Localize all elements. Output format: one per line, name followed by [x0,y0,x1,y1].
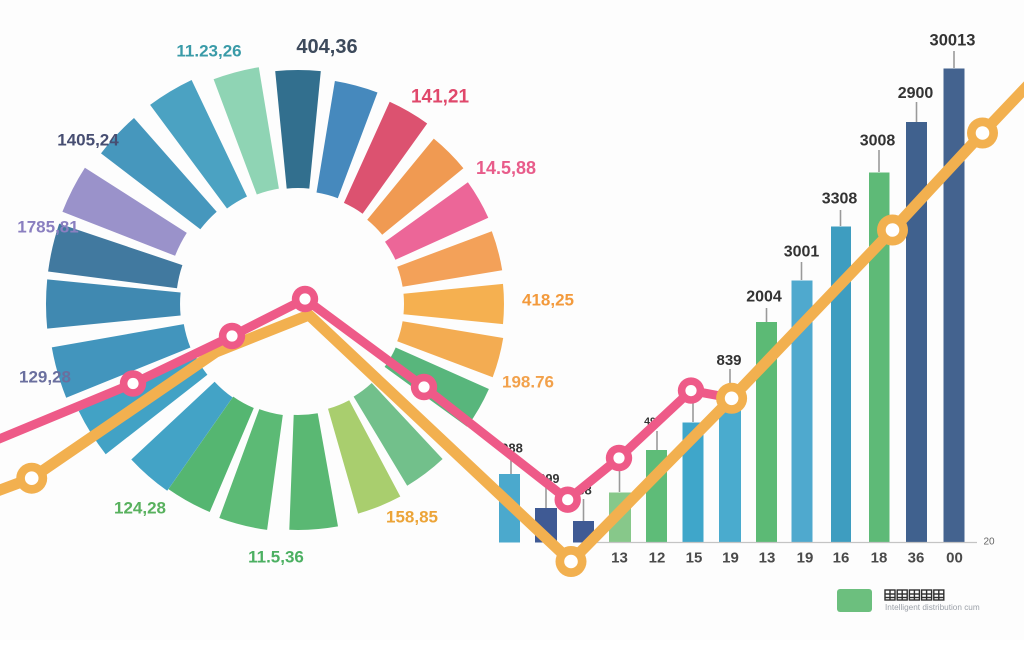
svg-text:158,85: 158,85 [386,508,438,527]
svg-text:1405,24: 1405,24 [57,131,119,150]
svg-text:00: 00 [946,550,963,567]
svg-text:11.23,26: 11.23,26 [176,42,241,61]
svg-text:16: 16 [833,550,850,567]
svg-text:14.5,88: 14.5,88 [476,158,536,178]
svg-text:124,28: 124,28 [114,499,166,518]
svg-text:129,28: 129,28 [19,368,71,387]
svg-text:2004: 2004 [746,289,782,306]
svg-text:13: 13 [611,550,628,567]
svg-text:13: 13 [759,550,776,567]
svg-text:49: 49 [644,416,656,428]
svg-text:11.5,36: 11.5,36 [248,548,304,567]
svg-text:36: 36 [908,550,925,567]
svg-text:30013: 30013 [930,32,976,50]
svg-text:3308: 3308 [822,191,858,208]
svg-text:3008: 3008 [860,133,896,150]
svg-text:839: 839 [716,352,741,369]
svg-text:19: 19 [722,550,739,567]
svg-text:1785,81: 1785,81 [17,218,78,237]
svg-text:19: 19 [797,550,814,567]
svg-text:3001: 3001 [784,244,820,261]
svg-text:141,21: 141,21 [411,87,470,108]
svg-text:198.76: 198.76 [502,373,554,392]
svg-text:418,25: 418,25 [522,291,574,310]
svg-text:404,36: 404,36 [296,36,357,58]
svg-text:18: 18 [871,550,888,567]
svg-text:20: 20 [983,537,995,548]
svg-text:12: 12 [649,550,666,567]
svg-text:Intelligent distribution cum: Intelligent distribution cum [885,603,980,612]
svg-text:2900: 2900 [898,85,934,102]
svg-text:15: 15 [686,550,703,567]
